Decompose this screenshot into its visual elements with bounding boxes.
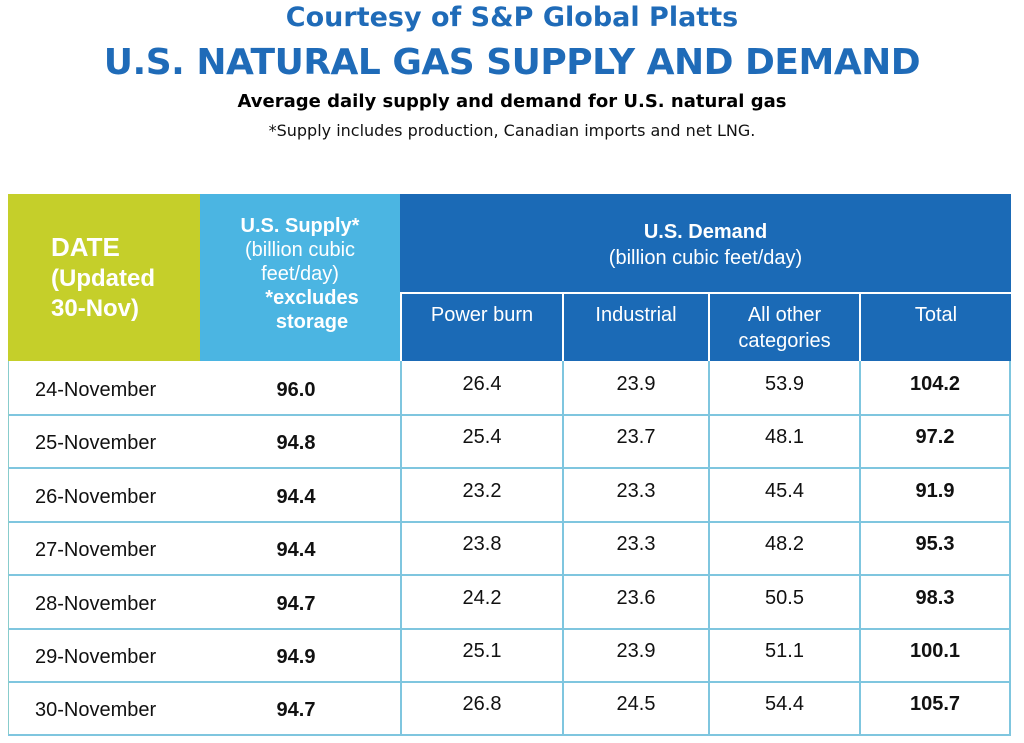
total-column-header: Total	[859, 294, 1011, 361]
supply-demand-table: DATE (Updated 30-Nov) U.S. Supply* (bill…	[8, 194, 1011, 737]
supply-value: 94.7	[276, 699, 316, 722]
table-row: 24-November 96.0 26.4 23.9 53.9 104.2	[8, 361, 1011, 416]
table-row: 30-November 94.7 26.8 24.5 54.4 105.7	[8, 681, 1011, 737]
power-burn-value: 23.8	[400, 521, 562, 575]
supply-footnote: *Supply includes production, Canadian im…	[268, 121, 756, 140]
supply-value: 94.7	[276, 592, 316, 615]
total-demand-value: 97.2	[859, 414, 1011, 468]
table-row: 26-November 94.4 23.2 23.3 45.4 91.9	[8, 467, 1011, 523]
supply-value: 94.4	[276, 539, 316, 562]
table-row: 25-November 94.8 25.4 23.7 48.1 97.2	[8, 414, 1011, 470]
industrial-value: 23.9	[562, 628, 708, 681]
industrial-value: 23.3	[562, 467, 708, 521]
other-column-header: All other categories	[708, 294, 859, 361]
page-subtitle: Average daily supply and demand for U.S.…	[237, 91, 787, 112]
industrial-value: 23.6	[562, 574, 708, 628]
total-header-label: Total	[914, 304, 958, 326]
total-demand-value: 100.1	[859, 628, 1011, 681]
date-header-updated: (Updated	[51, 265, 155, 292]
supply-column-header: U.S. Supply* (billion cubic feet/day) *e…	[200, 194, 400, 361]
table-row: 28-November 94.7 24.2 23.6 50.5 98.3	[8, 574, 1011, 630]
other-categories-value: 48.1	[708, 414, 859, 468]
date-header-updated-date: 30-Nov)	[51, 295, 140, 322]
industrial-value: 24.5	[562, 681, 708, 735]
supply-value: 96.0	[276, 379, 316, 401]
date-column-header: DATE (Updated 30-Nov)	[8, 194, 200, 361]
total-demand-value: 98.3	[859, 574, 1011, 628]
power-burn-value: 25.1	[400, 628, 562, 681]
date-cell: 30-November	[8, 681, 200, 735]
other-categories-value: 51.1	[708, 628, 859, 681]
other-categories-value: 50.5	[708, 574, 859, 628]
power-burn-value: 25.4	[400, 414, 562, 468]
date-cell: 25-November	[8, 414, 200, 468]
power-burn-header-label: Power burn	[430, 304, 534, 326]
power-burn-value: 24.2	[400, 574, 562, 628]
industrial-value: 23.7	[562, 414, 708, 468]
supply-value: 94.8	[276, 432, 316, 455]
other-header-label-2: categories	[738, 330, 831, 352]
page-title: U.S. NATURAL GAS SUPPLY AND DEMAND	[103, 42, 921, 83]
supply-value: 94.4	[276, 485, 316, 508]
industrial-column-header: Industrial	[562, 294, 708, 361]
total-demand-value: 91.9	[859, 467, 1011, 521]
power-burn-value: 26.4	[400, 361, 562, 414]
date-cell: 27-November	[8, 521, 200, 575]
other-categories-value: 48.2	[708, 521, 859, 575]
supply-value: 94.9	[276, 646, 316, 668]
demand-header-unit: (billion cubic feet/day)	[608, 247, 803, 269]
other-header-label-1: All other	[747, 304, 822, 326]
table-row: 29-November 94.9 25.1 23.9 51.1 100.1	[8, 628, 1011, 683]
total-demand-value: 95.3	[859, 521, 1011, 575]
total-demand-value: 105.7	[859, 681, 1011, 735]
date-cell: 28-November	[8, 574, 200, 628]
table-row: 27-November 94.4 23.8 23.3 48.2 95.3	[8, 521, 1011, 577]
supply-header-label: U.S. Supply*	[240, 215, 360, 237]
other-categories-value: 54.4	[708, 681, 859, 735]
other-categories-value: 53.9	[708, 361, 859, 414]
other-categories-value: 45.4	[708, 467, 859, 521]
power-burn-value: 26.8	[400, 681, 562, 735]
supply-header-unit-2: feet/day)	[261, 263, 339, 285]
date-cell: 26-November	[8, 467, 200, 521]
industrial-value: 23.3	[562, 521, 708, 575]
date-header-label: DATE	[51, 232, 120, 262]
date-cell: 29-November	[8, 628, 200, 681]
demand-group-header: U.S. Demand (billion cubic feet/day)	[400, 194, 1011, 294]
power-burn-column-header: Power burn	[400, 294, 562, 361]
supply-header-unit-1: (billion cubic	[244, 239, 356, 261]
industrial-value: 23.9	[562, 361, 708, 414]
industrial-header-label: Industrial	[595, 304, 677, 326]
date-cell: 24-November	[8, 361, 200, 414]
total-demand-value: 104.2	[859, 361, 1011, 414]
supply-header-excludes: *excludes	[265, 287, 359, 309]
supply-header-storage: storage	[275, 311, 349, 333]
power-burn-value: 23.2	[400, 467, 562, 521]
courtesy-line: Courtesy of S&P Global Platts	[285, 2, 739, 33]
demand-header-label: U.S. Demand	[643, 221, 768, 243]
